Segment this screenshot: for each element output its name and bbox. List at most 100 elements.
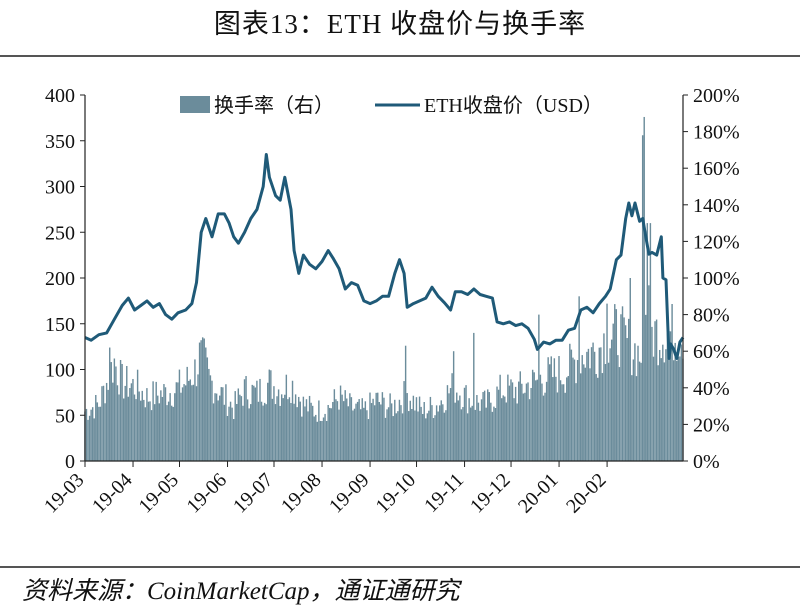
turnover-bar: [674, 342, 676, 461]
turnover-bar: [101, 386, 103, 461]
turnover-bar: [91, 407, 94, 461]
x-tick-label: 19-08: [277, 469, 326, 518]
turnover-bar: [448, 393, 450, 461]
legend-label-turnover: 换手率（右）: [214, 94, 334, 117]
turnover-bar: [635, 376, 638, 461]
turnover-bar: [645, 314, 647, 461]
turnover-bar: [507, 374, 509, 461]
turnover-bar: [251, 384, 253, 461]
turnover-bar: [335, 399, 337, 461]
turnover-bar: [595, 374, 597, 461]
turnover-bar: [640, 362, 642, 461]
turnover-bar: [451, 373, 453, 461]
turnover-bar: [508, 385, 511, 461]
turnover-bar: [243, 379, 246, 461]
turnover-bar: [136, 369, 139, 461]
x-tick-label: 19-12: [466, 469, 515, 518]
turnover-bar: [301, 416, 303, 461]
turnover-bar: [236, 403, 238, 461]
left-tick-label: 250: [45, 222, 75, 244]
turnover-bar: [590, 347, 593, 461]
turnover-bar: [200, 340, 202, 461]
turnover-bar: [342, 401, 345, 461]
turnover-bar: [141, 390, 143, 461]
turnover-bar: [219, 395, 221, 461]
turnover-bar: [245, 376, 247, 461]
turnover-bar: [545, 381, 548, 461]
turnover-bar: [531, 369, 534, 461]
turnover-bar: [655, 319, 658, 461]
turnover-bar: [494, 408, 497, 461]
turnover-bar: [299, 401, 301, 461]
turnover-bar: [536, 379, 539, 461]
turnover-bar: [188, 380, 190, 461]
turnover-bar: [403, 381, 405, 461]
turnover-bar: [279, 405, 281, 461]
turnover-bar: [375, 392, 377, 461]
turnover-bar: [528, 399, 531, 461]
right-tick-label: 140%: [693, 195, 740, 217]
turnover-bar: [658, 349, 661, 461]
turnover-bar: [612, 323, 614, 461]
turnover-bar: [109, 347, 111, 461]
turnover-bar: [468, 398, 470, 461]
turnover-bar: [211, 380, 213, 461]
turnover-bar: [146, 388, 148, 461]
turnover-bar: [113, 358, 116, 461]
turnover-bar: [234, 391, 236, 461]
turnover-bar: [225, 384, 227, 461]
turnover-bar: [378, 402, 380, 461]
turnover-bar: [333, 389, 336, 461]
turnover-bar: [624, 325, 627, 461]
x-tick-label: 20-01: [514, 469, 563, 518]
turnover-bar: [474, 409, 477, 461]
turnover-bar: [649, 223, 652, 461]
turnover-bar: [324, 413, 326, 461]
turnover-bar: [87, 419, 89, 461]
turnover-bar: [538, 314, 540, 461]
turnover-bar: [214, 393, 216, 461]
turnover-bar: [95, 394, 97, 461]
turnover-bar: [462, 407, 464, 461]
turnover-bar: [287, 399, 289, 461]
turnover-bar: [404, 345, 407, 461]
turnover-bar: [412, 395, 415, 461]
turnover-bar: [561, 384, 563, 461]
turnover-bar: [505, 402, 508, 461]
turnover-bar: [421, 413, 424, 461]
turnover-bar: [677, 356, 679, 461]
turnover-bar: [121, 363, 123, 461]
chart: 0 50 100 150 200 250 300 350 400 0% 20% 40% 60% 80% 10…: [40, 85, 740, 518]
left-tick-label: 100: [45, 360, 75, 382]
turnover-bar: [116, 385, 119, 461]
turnover-bar: [228, 406, 230, 461]
turnover-bar: [319, 420, 322, 461]
turnover-bar: [408, 411, 410, 461]
turnover-bar: [119, 359, 122, 461]
turnover-bar: [254, 387, 257, 461]
right-tick-label: 160%: [693, 158, 740, 180]
turnover-bar: [583, 364, 585, 461]
turnover-bar: [232, 419, 235, 461]
left-tick-label: 400: [45, 85, 75, 107]
turnover-bar: [414, 410, 416, 461]
turnover-bar: [260, 401, 263, 461]
turnover-bar: [420, 406, 422, 461]
turnover-bar: [384, 417, 387, 461]
turnover-bar: [660, 358, 662, 461]
turnover-bar: [493, 406, 495, 461]
turnover-bar: [457, 400, 460, 461]
turnover-bar: [666, 333, 669, 461]
turnover-bar: [373, 405, 376, 461]
turnover-bar: [325, 421, 328, 461]
turnover-bar: [610, 339, 613, 461]
turnover-bar: [679, 356, 681, 461]
turnover-bar: [519, 371, 521, 461]
turnover-bar: [575, 383, 577, 461]
turnover-bar: [578, 296, 580, 461]
turnover-bar: [555, 376, 557, 461]
turnover-bar: [153, 404, 156, 461]
turnover-bar: [491, 411, 494, 461]
turnover-bar: [601, 373, 604, 461]
legend-label-price: ETH收盘价（USD）: [424, 94, 603, 117]
